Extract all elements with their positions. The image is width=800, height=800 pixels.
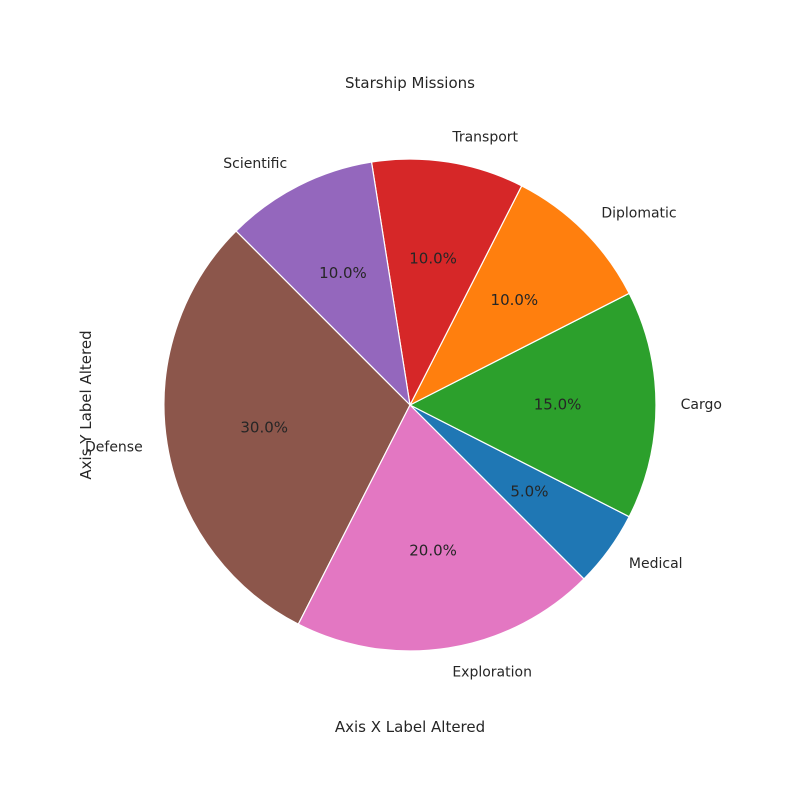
y-axis-label: Axis Y Label Altered <box>77 330 95 479</box>
pie-slice-defense <box>163 230 411 625</box>
category-labels: Medical Cargo Diplomatic Transport Scientifi… <box>85 130 722 681</box>
pie-slice-scientific <box>235 161 411 406</box>
percentage-labels: 5.0% 15.0% 10.0% 10.0% 10.0% 30.0% 20.0% <box>240 250 581 560</box>
pie-slices <box>163 158 657 652</box>
slice-label-exploration: Exploration <box>452 664 532 680</box>
slice-label-cargo: Cargo <box>681 397 722 413</box>
pie-slice-exploration <box>297 404 585 652</box>
slice-label-transport: Transport <box>451 130 518 146</box>
slice-percent-defense: 30.0% <box>240 419 288 437</box>
slice-percent-exploration: 20.0% <box>409 541 457 559</box>
chart-title: Starship Missions <box>345 74 475 92</box>
slice-percent-medical: 5.0% <box>510 482 548 500</box>
slice-percent-cargo: 15.0% <box>534 396 582 414</box>
slice-percent-scientific: 10.0% <box>319 264 367 282</box>
slice-percent-diplomatic: 10.0% <box>491 291 539 309</box>
slice-label-scientific: Scientific <box>223 156 287 172</box>
slice-label-medical: Medical <box>629 556 683 572</box>
slice-label-diplomatic: Diplomatic <box>601 206 676 222</box>
slice-label-defense: Defense <box>85 439 143 455</box>
x-axis-label: Axis X Label Altered <box>335 718 485 736</box>
slice-percent-transport: 10.0% <box>409 250 457 268</box>
pie-slice-transport <box>370 158 523 406</box>
pie-slice-cargo <box>409 292 657 518</box>
pie-slice-diplomatic <box>409 185 630 406</box>
